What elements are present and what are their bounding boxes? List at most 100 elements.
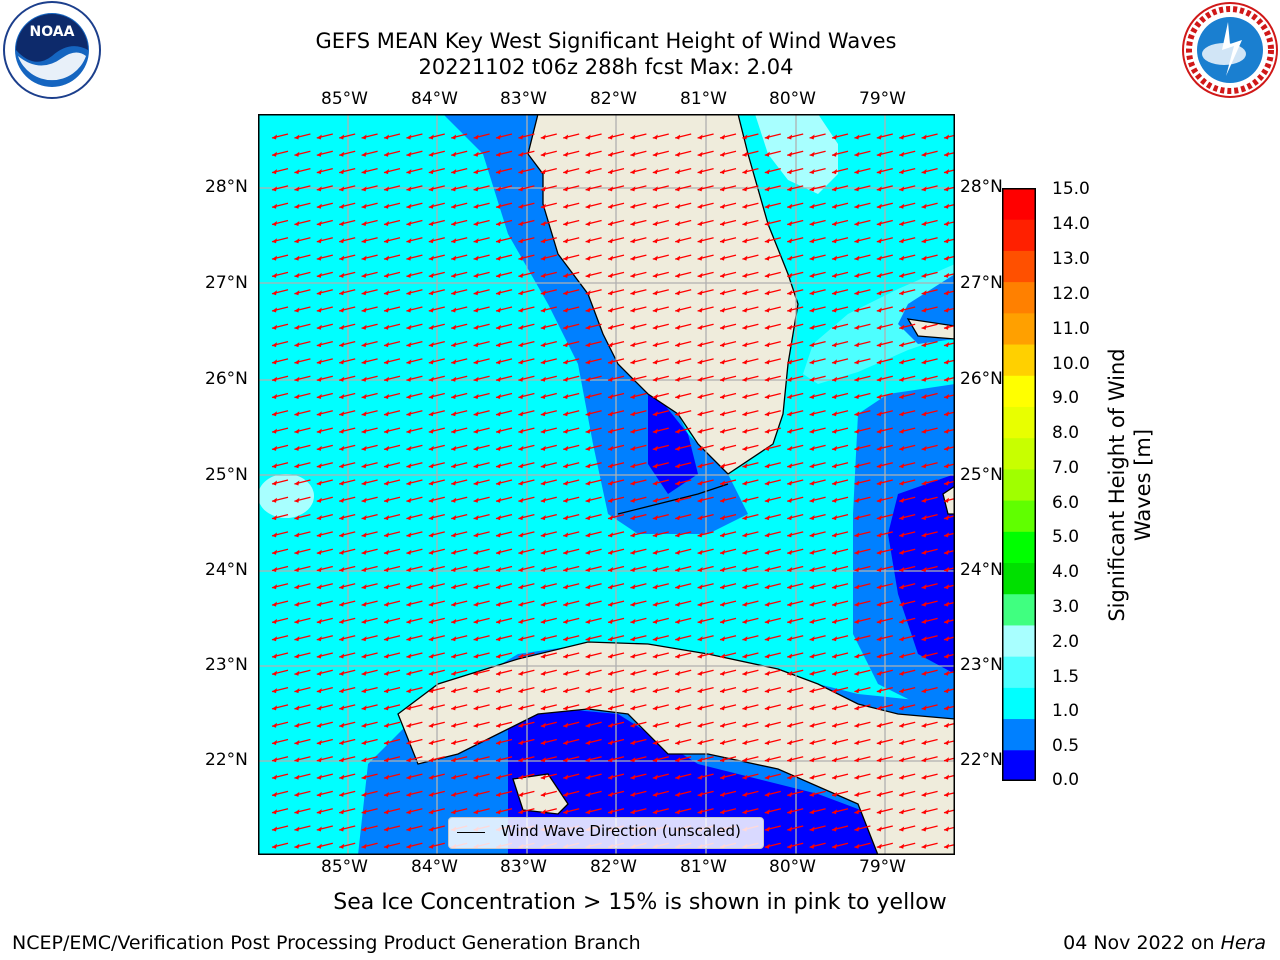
colorbar-tick: 4.0 [1052, 562, 1080, 582]
wind-arrow [607, 583, 625, 590]
wind-arrow [339, 617, 356, 624]
wind-arrow [339, 167, 356, 175]
wind-arrow [271, 306, 289, 313]
wind-arrow [339, 375, 356, 382]
wind-arrow [607, 790, 625, 797]
wind-arrow [742, 202, 759, 209]
wind-arrow [943, 497, 955, 503]
colorbar-tick: 8.0 [1052, 423, 1080, 443]
wind-arrow [630, 185, 647, 192]
wind-arrow [361, 150, 378, 157]
wind-arrow [563, 617, 580, 624]
wind-arrow [271, 133, 289, 140]
colorbar-block [1002, 281, 1036, 314]
wind-arrow [563, 358, 580, 365]
lon-label: 85°W [321, 89, 368, 109]
wind-arrow [719, 202, 737, 209]
wind-arrow [473, 150, 490, 157]
wind-arrow [563, 565, 580, 572]
wind-arrow [383, 617, 401, 624]
wind-arrow [899, 686, 916, 694]
wind-arrow [495, 565, 513, 572]
wind-arrow [921, 565, 938, 572]
wind-arrow [518, 721, 535, 728]
wind-arrow [294, 444, 311, 451]
wind-arrow [428, 842, 445, 849]
wind-arrow [719, 565, 737, 572]
wind-arrow [764, 842, 781, 849]
lat-label: 27°N [960, 273, 1003, 293]
wind-arrow [473, 548, 490, 555]
wind-arrow [428, 444, 445, 451]
wind-arrow [809, 617, 826, 624]
wind-arrow [294, 271, 311, 278]
wind-arrow [563, 271, 580, 278]
wind-arrow [294, 462, 311, 469]
wind-arrow [831, 427, 849, 434]
wind-arrow [473, 756, 490, 763]
wind-arrow [406, 738, 423, 745]
lon-label: 80°W [769, 857, 816, 877]
wind-arrow [406, 479, 423, 486]
wind-arrow [787, 133, 804, 140]
wind-arrow [742, 513, 759, 521]
wind-arrow [876, 271, 893, 278]
wind-arrow [473, 167, 490, 175]
wind-arrow [742, 185, 759, 192]
wind-arrow [540, 704, 557, 711]
wind-arrow [585, 237, 602, 244]
wind-arrow [809, 808, 826, 815]
wind-arrow [540, 617, 557, 624]
wind-arrow [943, 601, 955, 607]
wind-arrow [428, 254, 445, 261]
wind-arrow [854, 686, 871, 694]
wind-arrow [540, 150, 557, 157]
wind-arrow [339, 340, 356, 348]
wind-arrow [271, 202, 289, 209]
wind-arrow [675, 375, 692, 382]
lat-label: 23°N [205, 655, 248, 675]
wind-arrow [473, 652, 490, 659]
wind-arrow [675, 444, 692, 451]
wind-arrow [451, 254, 468, 261]
wind-arrow [921, 150, 938, 157]
wind-arrow [451, 410, 468, 417]
wind-arrow [495, 237, 513, 244]
wind-arrow [428, 756, 445, 763]
wind-arrow [361, 617, 378, 624]
wind-arrow [495, 254, 513, 261]
wind-arrow [316, 548, 333, 555]
wind-arrow [719, 254, 737, 261]
wind-arrow [473, 392, 490, 399]
wind-arrow [652, 635, 669, 642]
wind-arrow [294, 790, 311, 797]
wind-arrow [630, 289, 647, 296]
wind-arrow [339, 444, 356, 451]
wind-arrow [406, 773, 423, 780]
wind-arrow [675, 704, 692, 711]
wind-arrow [809, 583, 826, 590]
wind-arrow [518, 340, 535, 348]
wind-arrow [921, 358, 938, 365]
wind-arrow [383, 513, 401, 521]
wind-arrow [383, 548, 401, 555]
wind-arrow [742, 392, 759, 399]
wind-arrow [339, 133, 356, 140]
wind-arrow [339, 756, 356, 763]
wind-arrow [406, 289, 423, 296]
legend-line-icon [457, 832, 485, 833]
wind-arrow [271, 790, 289, 797]
wind-arrow [652, 669, 669, 676]
wind-arrow [854, 669, 871, 676]
wind-arrow [876, 790, 893, 797]
wind-arrow [473, 375, 490, 382]
wind-arrow [831, 496, 849, 503]
wind-arrow [630, 254, 647, 261]
wind-arrow [563, 289, 580, 296]
wind-arrow [540, 669, 557, 676]
wind-arrow [428, 358, 445, 365]
wind-arrow [451, 756, 468, 763]
wind-arrow [899, 704, 916, 711]
wind-arrow [451, 375, 468, 382]
colorbar-tick: 1.5 [1052, 667, 1080, 687]
